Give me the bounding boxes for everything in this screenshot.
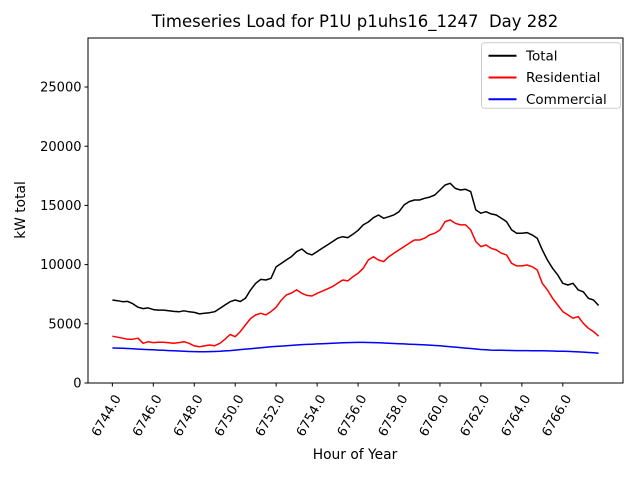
x-tick-label: 6762.0 <box>458 393 494 440</box>
legend-label: Commercial <box>526 92 607 108</box>
y-ticks-group: 0 5000 10000 15000 20000 25000 <box>40 81 88 392</box>
legend: Total Residential Commercial <box>481 42 621 109</box>
chart-title: Timeseries Load for P1U p1uhs16_1247 Day… <box>151 12 559 32</box>
x-tick-label: 6754.0 <box>294 393 330 440</box>
legend-item-total: Total <box>488 48 558 64</box>
x-tick-label: 6756.0 <box>335 393 371 440</box>
x-tick-label: 6758.0 <box>376 393 412 440</box>
y-axis-label: kW total <box>13 181 29 239</box>
x-tick-label: 6748.0 <box>171 393 207 440</box>
y-tick-label: 25000 <box>40 81 81 96</box>
y-tick-label: 0 <box>73 377 81 392</box>
x-ticks-group: 6744.0 6746.0 6748.0 6750.0 6752.0 6754.0 6756… <box>89 383 575 439</box>
y-tick-label: 20000 <box>40 140 81 155</box>
y-tick-label: 10000 <box>40 258 81 273</box>
legend-item-commercial: Commercial <box>488 92 607 108</box>
x-tick-label: 6746.0 <box>130 393 166 440</box>
x-tick-label: 6764.0 <box>499 393 535 440</box>
x-tick-label: 6750.0 <box>212 393 248 440</box>
x-tick-label: 6760.0 <box>417 393 453 440</box>
y-tick-label: 5000 <box>48 317 81 332</box>
y-tick-label: 15000 <box>40 199 81 214</box>
legend-label: Total <box>525 48 558 64</box>
residential-line <box>112 219 600 348</box>
x-tick-label: 6766.0 <box>540 393 576 440</box>
series-group <box>112 182 600 354</box>
legend-label: Residential <box>526 70 600 86</box>
x-tick-label: 6752.0 <box>253 393 289 440</box>
legend-box <box>481 42 621 109</box>
x-tick-label: 6744.0 <box>89 393 125 440</box>
legend-item-residential: Residential <box>488 70 600 86</box>
total-line <box>112 182 600 315</box>
x-axis-label: Hour of Year <box>313 447 398 463</box>
commercial-line <box>112 341 599 354</box>
